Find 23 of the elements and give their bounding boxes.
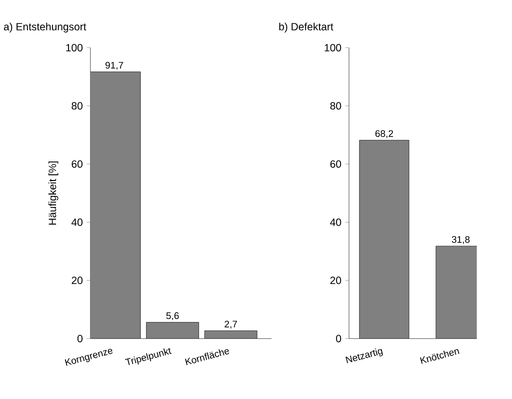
y-tick-label: 100 bbox=[324, 44, 342, 52]
y-tick-label: 20 bbox=[330, 276, 342, 284]
x-tick-label: Kornfläche bbox=[185, 349, 230, 366]
chart-title: a) Entstehungsort bbox=[4, 22, 86, 33]
data-label: 5,6 bbox=[166, 312, 179, 320]
y-tick-label: 60 bbox=[330, 160, 342, 168]
y-tick-label: 60 bbox=[72, 160, 82, 168]
y-tick-label: 40 bbox=[71, 218, 82, 226]
data-label: 2,7 bbox=[224, 320, 237, 329]
chart-title: b) Defektart bbox=[279, 22, 334, 33]
data-label: 68,2 bbox=[375, 130, 394, 138]
y-axis-title: Häufigkeit [%] bbox=[48, 162, 58, 225]
data-label: 91,7 bbox=[105, 62, 124, 70]
x-tick-label: Knötchen bbox=[420, 349, 460, 364]
y-tick-label: 0 bbox=[77, 335, 82, 342]
y-tick-label: 20 bbox=[72, 276, 82, 284]
x-tick-label: Netzartig bbox=[346, 348, 383, 364]
y-tick-label: 0 bbox=[336, 335, 342, 342]
y-tick-label: 100 bbox=[66, 44, 82, 52]
y-tick-label: 80 bbox=[72, 102, 82, 110]
y-tick-label: 80 bbox=[330, 102, 342, 110]
y-tick-label: 40 bbox=[330, 218, 342, 226]
data-label: 31,8 bbox=[452, 236, 470, 244]
